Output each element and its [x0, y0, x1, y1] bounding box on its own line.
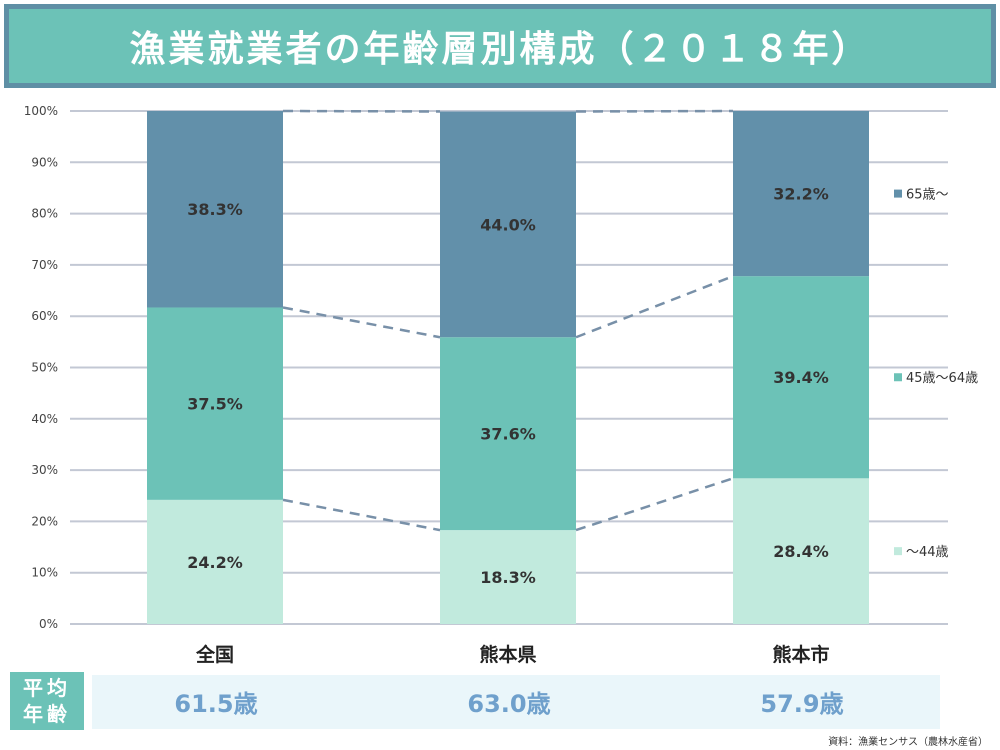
source-note: 資料：漁業センサス（農林水産省） — [828, 737, 988, 748]
average-age-label: 平均 年齢 — [10, 672, 84, 730]
y-tick-label: 80% — [31, 207, 58, 221]
connector-line — [282, 498, 441, 532]
connector-line — [282, 306, 441, 339]
title-bar: 漁業就業者の年齢層別構成（２０１８年） — [4, 4, 996, 88]
stacked-bar-chart: 0% 10% 20% 30% 40% 50% 60% 70% 80% 90% 100% 24.2% 18… — [24, 104, 978, 666]
page-title: 漁業就業者の年齢層別構成（２０１８年） — [129, 29, 871, 70]
data-label: 37.6% — [480, 425, 536, 444]
bar-segment — [733, 111, 869, 277]
bar-segment — [440, 111, 576, 338]
connector-line — [282, 109, 441, 113]
average-age-value: 61.5歳 — [174, 690, 258, 718]
average-age-value: 57.9歳 — [760, 690, 844, 718]
data-label: 39.4% — [773, 368, 829, 387]
data-label: 32.2% — [773, 185, 829, 204]
legend-label: 65歳〜 — [906, 188, 949, 203]
y-tick-label: 20% — [31, 514, 58, 528]
average-age-value: 63.0歳 — [467, 690, 551, 718]
bar-segment — [147, 307, 283, 500]
average-age-row — [92, 675, 940, 729]
bar-segment — [147, 499, 283, 624]
legend-label: 〜44歳 — [906, 545, 949, 560]
bar-segment — [440, 530, 576, 624]
data-label: 37.5% — [187, 395, 243, 414]
y-tick-label: 10% — [31, 566, 58, 580]
y-tick-label: 40% — [31, 412, 58, 426]
legend-swatch — [894, 547, 902, 556]
y-tick-label: 60% — [31, 309, 58, 323]
x-category-label: 熊本県 — [479, 643, 536, 666]
legend-swatch — [894, 373, 902, 382]
data-label: 24.2% — [187, 553, 243, 572]
y-tick-label: 100% — [24, 104, 58, 118]
bar-segment — [733, 478, 869, 624]
bar-segment — [440, 337, 576, 531]
bar-segment — [147, 111, 283, 308]
connector-line — [575, 477, 734, 532]
y-tick-label: 30% — [31, 463, 58, 477]
data-label: 28.4% — [773, 542, 829, 561]
data-label: 38.3% — [187, 200, 243, 219]
x-category-label: 全国 — [195, 643, 234, 666]
connector-line — [575, 109, 734, 113]
y-tick-label: 0% — [39, 617, 58, 631]
x-category-label: 熊本市 — [772, 643, 829, 666]
y-tick-label: 90% — [31, 155, 58, 169]
y-tick-label: 50% — [31, 361, 58, 375]
legend-label: 45歳〜64歳 — [906, 371, 978, 386]
connector-line — [575, 275, 734, 339]
bar-segment — [733, 276, 869, 479]
data-label: 18.3% — [480, 568, 536, 587]
data-label: 44.0% — [480, 215, 536, 234]
legend-swatch — [894, 189, 902, 198]
y-tick-label: 70% — [31, 258, 58, 272]
